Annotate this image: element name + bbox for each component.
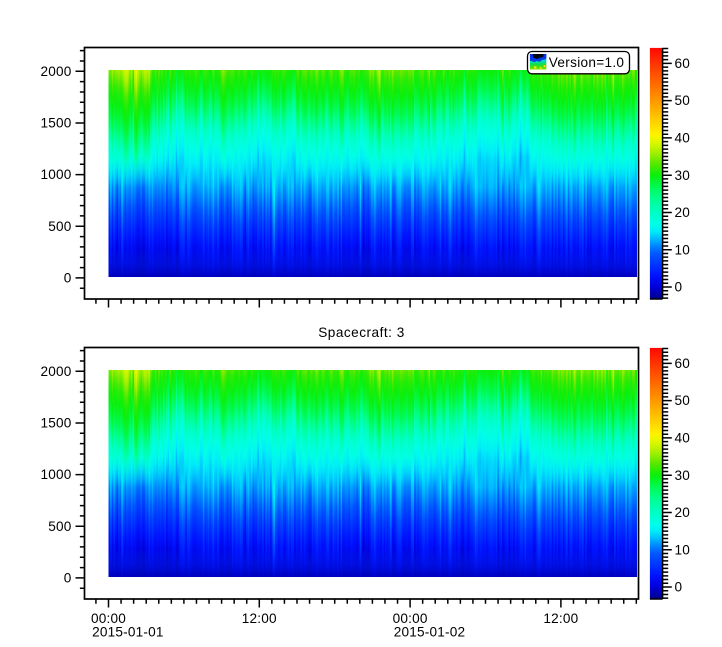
svg-text:Version=1.0: Version=1.0 [549, 55, 625, 70]
svg-text:2015-01-02: 2015-01-02 [394, 625, 466, 640]
svg-text:2015-01-01: 2015-01-01 [92, 625, 164, 640]
svg-text:12:00: 12:00 [242, 611, 277, 626]
svg-text:00:00: 00:00 [393, 611, 428, 626]
svg-text:12:00: 12:00 [543, 611, 578, 626]
svg-text:Spacecraft: 3: Spacecraft: 3 [318, 325, 405, 340]
svg-text:00:00: 00:00 [91, 611, 126, 626]
